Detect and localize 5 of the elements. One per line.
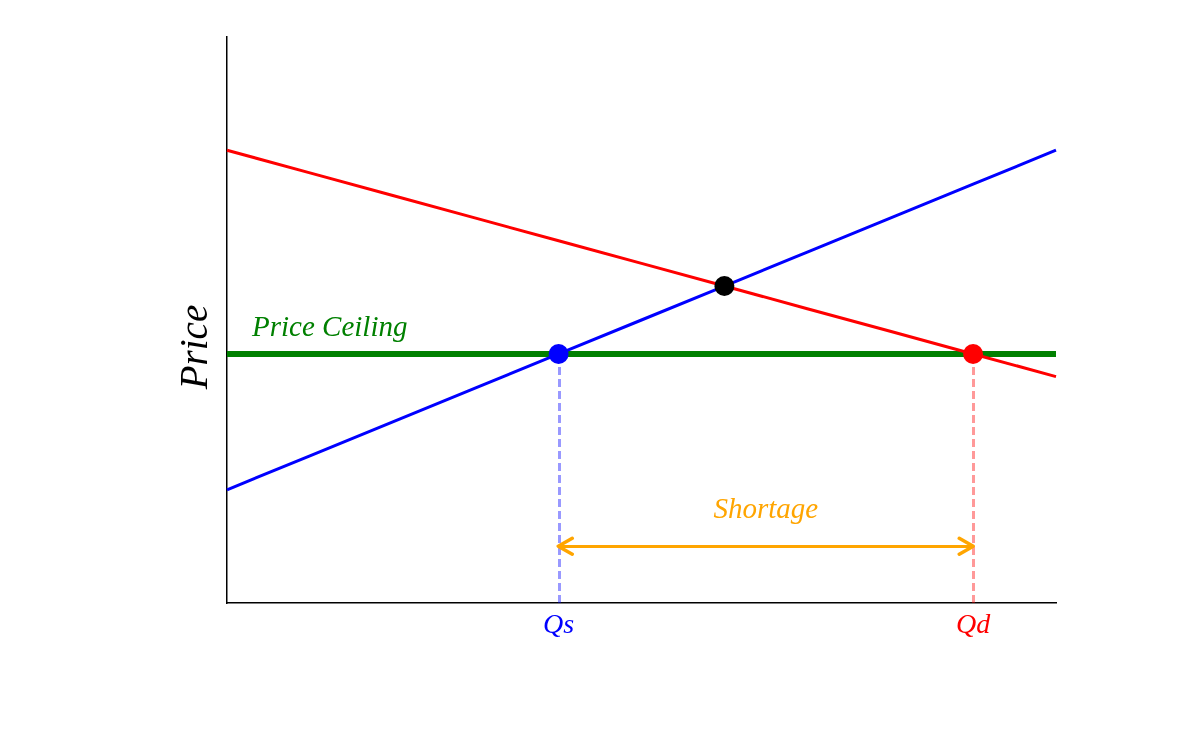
series-label: Shortage	[713, 492, 819, 525]
x-tick-label: Qs	[543, 608, 575, 640]
ref-line-label: Price Ceiling	[251, 309, 408, 342]
y-axis-title: Price	[172, 304, 216, 391]
x-tick-label: Qd	[955, 608, 992, 640]
